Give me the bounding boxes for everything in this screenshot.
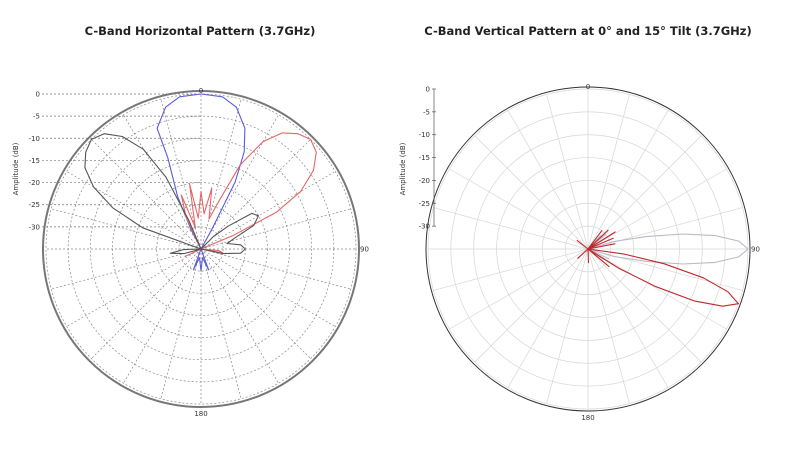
grid-ring (45, 93, 357, 405)
grid-spoke (433, 248, 589, 291)
grid-spoke (546, 94, 589, 250)
r-tick-label: -20 (419, 177, 430, 185)
grid-spoke (123, 114, 202, 250)
outer-ring (425, 86, 751, 412)
r-tick-label: -25 (29, 201, 40, 209)
r-tick-label: -5 (33, 113, 40, 121)
r-tick-label: -10 (29, 135, 40, 143)
r-tick-label: -15 (419, 154, 430, 162)
grid-spoke (507, 248, 589, 388)
grid-ring (134, 182, 268, 316)
grid-ring (89, 137, 313, 361)
grid-spoke (200, 139, 311, 250)
chart-title-vertical: C-Band Vertical Pattern at 0° and 15° Ti… (424, 24, 752, 38)
grid-spoke (587, 248, 669, 388)
angle-label: 180 (581, 414, 594, 422)
r-tick-label: -20 (29, 179, 40, 187)
r-tick-label: -10 (419, 131, 430, 139)
grid-spoke (449, 168, 589, 250)
grid-spoke (160, 248, 202, 399)
grid-spoke (200, 248, 311, 359)
grid-spoke (66, 171, 202, 250)
grid-spoke (200, 208, 351, 250)
grid-spoke (587, 248, 702, 363)
angle-label: 0 (586, 83, 590, 91)
grid-spoke (51, 208, 202, 250)
outer-ring (42, 90, 360, 408)
grid-spoke (587, 248, 630, 404)
angle-label: 180 (194, 410, 207, 418)
series-pattern (180, 132, 317, 258)
angle-label: 0 (199, 87, 203, 95)
grid-spoke (66, 248, 202, 327)
r-tick-label: -15 (29, 157, 40, 165)
grid-spoke (587, 94, 630, 250)
grid-spoke (51, 248, 202, 290)
angle-label: 90 (360, 246, 369, 254)
grid-spoke (474, 135, 589, 250)
grid-spoke (546, 248, 589, 404)
grid-spoke (449, 248, 589, 330)
grid-spoke (587, 168, 727, 250)
grid-spoke (200, 248, 279, 384)
grid-spoke (91, 248, 202, 359)
grid-spoke (123, 248, 202, 384)
r-tick-label: -30 (29, 223, 40, 231)
y-axis-label: Amplitude (dB) (399, 142, 407, 195)
grid-spoke (587, 135, 702, 250)
angle-label: 90 (751, 246, 760, 254)
grid-ring (178, 226, 224, 272)
grid-spoke (91, 139, 202, 250)
grid-spoke (507, 110, 589, 250)
grid-spoke (587, 248, 727, 330)
r-tick-label: 0 (426, 86, 430, 94)
grid-spoke (200, 99, 242, 250)
chart-title-horizontal: C-Band Horizontal Pattern (3.7GHz) (84, 24, 316, 38)
series-pattern (576, 229, 739, 307)
grid-spoke (200, 248, 351, 290)
r-tick-label: 0 (36, 91, 40, 99)
grid-spoke (433, 207, 589, 250)
grid-spoke (200, 248, 336, 327)
grid-spoke (200, 171, 336, 250)
r-tick-label: -5 (423, 108, 430, 116)
grid-spoke (200, 114, 279, 250)
grid-spoke (200, 248, 242, 399)
r-tick-label: -25 (419, 200, 430, 208)
r-tick-label: -30 (419, 223, 430, 231)
series-pattern (84, 133, 260, 255)
grid-spoke (587, 110, 669, 250)
y-axis-label: Amplitude (dB) (12, 142, 20, 195)
grid-spoke (474, 248, 589, 363)
